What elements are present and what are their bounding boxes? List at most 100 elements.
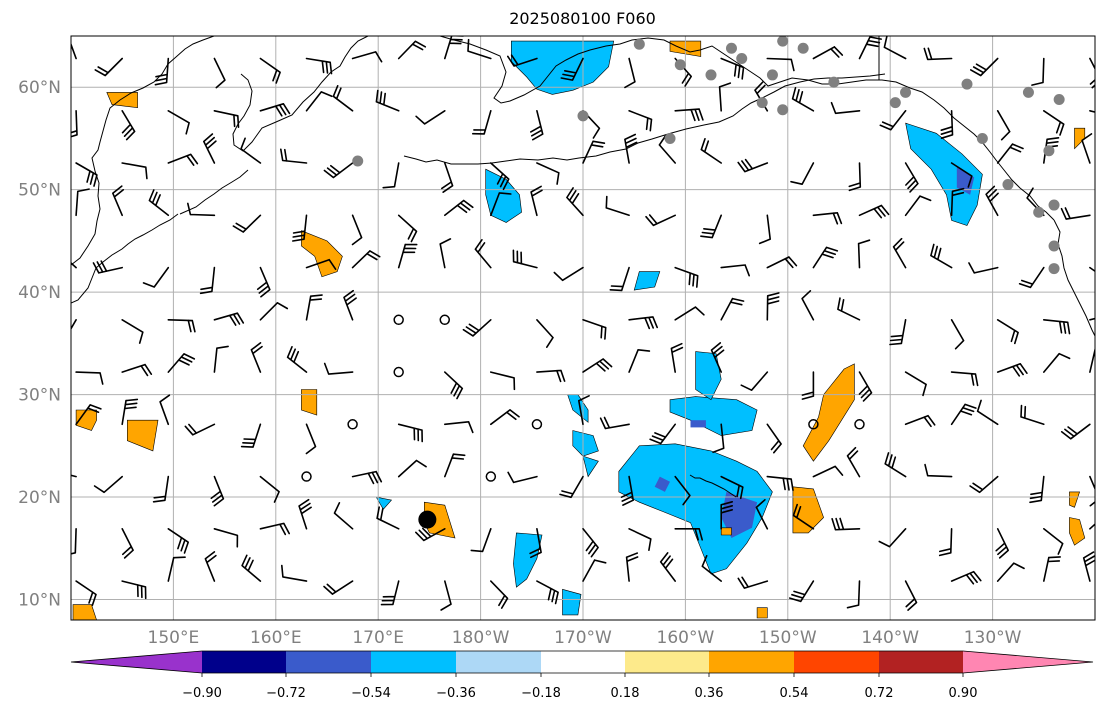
wind-barb (674, 266, 699, 288)
wind-barb (801, 371, 815, 400)
longitude-labels: 150°E 160°E 170°E 180°W 170°W 160°W 150°W 140°W… (148, 628, 1022, 648)
wind-barb (259, 522, 290, 536)
wind-barb (536, 319, 554, 348)
wind-barb (213, 312, 245, 326)
wind-barb (529, 528, 542, 559)
wind-barb (645, 214, 676, 227)
station-marker (352, 155, 364, 167)
wind-barb (343, 289, 357, 321)
wind-barb (250, 342, 263, 373)
wind-barb (649, 423, 676, 445)
wind-barb (1082, 551, 1095, 582)
station-marker (1053, 94, 1065, 106)
wind-barb (187, 202, 216, 217)
wind-barb (790, 162, 815, 185)
wind-barb (441, 162, 454, 193)
wind-barb (490, 371, 516, 391)
station-marker (797, 42, 809, 54)
longitude-label: 160°W (657, 628, 715, 648)
wind-barb (167, 153, 199, 166)
wind-barb (878, 528, 907, 548)
wind-barb (167, 110, 190, 135)
wind-barb (490, 580, 509, 609)
wind-barb (286, 346, 308, 373)
wind-barb (812, 46, 844, 60)
wind-barb (75, 162, 98, 187)
wind-barb (112, 185, 125, 217)
wind-barb (755, 499, 769, 530)
colorbar-segment (541, 651, 625, 673)
wind-barb (831, 517, 861, 531)
coastline-kuril (179, 169, 249, 215)
wind-barb (938, 528, 953, 557)
calm-wind-marker (808, 419, 819, 430)
wind-barb (791, 87, 815, 112)
wind-barb (792, 503, 815, 530)
wind-barb (292, 214, 308, 242)
wind-barb (323, 162, 354, 179)
wind-barb (121, 162, 148, 180)
wind-barb (1043, 556, 1061, 582)
wind-barb (467, 38, 492, 60)
wind-barb (259, 57, 281, 84)
wind-barb (470, 528, 492, 553)
negative-anomaly-region (510, 40, 615, 95)
wind-barb (712, 423, 725, 454)
wind-barb (397, 459, 427, 478)
wind-barb (232, 214, 262, 233)
coastline-aleutians (403, 73, 886, 165)
negative-anomaly-region (690, 420, 706, 428)
positive-anomaly-region (720, 527, 732, 536)
wind-barb (397, 40, 427, 60)
wind-barb (766, 57, 795, 72)
wind-barb (848, 162, 862, 192)
station-marker (777, 104, 789, 116)
wind-barb (628, 316, 658, 330)
wind-barb (333, 502, 354, 530)
station-marker (1033, 206, 1045, 218)
wind-barbs (71, 36, 1095, 611)
wind-barb (256, 266, 271, 298)
colorbar-segment (625, 651, 709, 673)
wind-barb (444, 199, 474, 217)
wind-barb (620, 475, 634, 506)
wind-barb (970, 57, 999, 77)
station-marker (828, 76, 840, 88)
colorbar-tick-label: −0.90 (182, 686, 222, 701)
wind-barb (530, 185, 543, 217)
wind-barb (858, 204, 890, 219)
wind-barb (582, 140, 606, 164)
wind-barb (566, 187, 584, 217)
wind-barb (213, 57, 226, 89)
wind-barb (121, 528, 134, 559)
wind-barb (75, 580, 97, 607)
wind-barb (94, 57, 123, 77)
wind-barb (351, 214, 363, 246)
wind-barb (904, 414, 936, 428)
longitude-label: 150°E (148, 628, 200, 648)
wind-barb (323, 580, 354, 595)
longitude-label: 180°W (452, 628, 510, 648)
colorbar-tick-label: 0.18 (611, 686, 640, 701)
wind-barb (444, 453, 466, 478)
wind-barb (259, 103, 291, 117)
wind-barb (415, 110, 446, 125)
wind-barb (305, 294, 323, 321)
wind-barb (766, 475, 794, 492)
station-marker (1002, 179, 1014, 191)
wind-barb (167, 319, 196, 333)
wind-barb (444, 421, 474, 434)
wind-barb (674, 108, 704, 122)
wind-barb (996, 110, 1011, 141)
wind-barb (332, 85, 354, 112)
wind-barb (281, 564, 308, 582)
positive-anomaly-region (756, 607, 768, 619)
map-title: 2025080100 F060 (509, 9, 656, 28)
colorbar-segment (794, 651, 879, 673)
longitude-label: 160°E (250, 628, 302, 648)
wind-barb (444, 371, 464, 400)
wind-barb (904, 195, 932, 217)
wind-barb (167, 353, 196, 373)
wind-barb (766, 256, 798, 269)
wind-barb (536, 369, 566, 383)
